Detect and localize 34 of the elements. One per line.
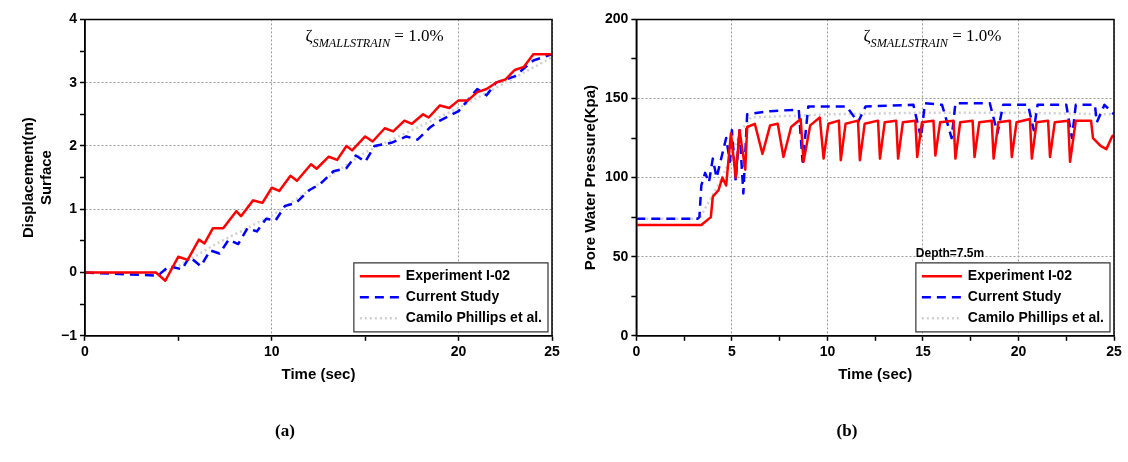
x-tick-label: 0 — [81, 343, 90, 360]
legend-title: Depth=7.5m — [915, 246, 985, 261]
text: (b) — [836, 421, 858, 441]
legend-label: Camilo Phillips et al. — [967, 309, 1105, 326]
legend-label: Current Study — [405, 288, 500, 305]
x-axis-title: Time (sec) — [281, 364, 356, 382]
y-axis-title: Displacement(m) Surface — [19, 117, 55, 239]
y-tick-label: 50 — [612, 247, 629, 264]
y-tick-label: 3 — [69, 73, 78, 90]
x-tick-label: 25 — [1106, 343, 1122, 360]
y-tick-label: 2 — [69, 136, 78, 153]
y-tick-label: 100 — [605, 168, 629, 185]
legend-label: Current Study — [967, 288, 1062, 305]
y-tick-label: 150 — [605, 89, 629, 106]
x-tick-label: 10 — [263, 343, 280, 360]
y-tick-label: 0 — [69, 263, 78, 280]
x-tick-label: 0 — [632, 343, 641, 360]
y-tick-label: 4 — [69, 10, 78, 27]
x-tick-label: 20 — [1010, 343, 1027, 360]
legend-label: Experiment I-02 — [967, 267, 1073, 284]
x-tick-label: 25 — [544, 343, 560, 360]
legend-label: Experiment I-02 — [405, 267, 511, 284]
x-tick-label: 5 — [727, 343, 736, 360]
x-tick-label: 15 — [915, 343, 931, 360]
x-tick-label: 10 — [819, 343, 836, 360]
x-axis-title: Time (sec) — [838, 364, 913, 382]
y-tick-label: 1 — [69, 200, 78, 217]
text: (a) — [275, 421, 295, 441]
x-tick-label: 20 — [450, 343, 467, 360]
y-tick-label: 0 — [620, 326, 629, 343]
legend-label: Camilo Phillips et al. — [405, 309, 543, 326]
y-tick-label: −1 — [60, 326, 78, 343]
y-tick-label: 200 — [605, 10, 629, 27]
y-axis-title: Pore Water Pressure(Kpa) — [581, 84, 599, 271]
